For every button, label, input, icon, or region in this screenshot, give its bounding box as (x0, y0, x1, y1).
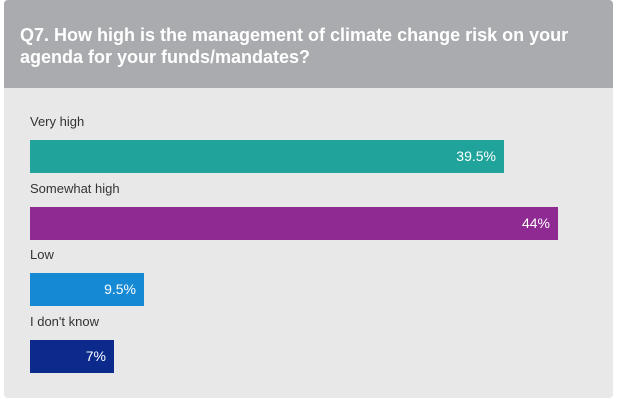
header: Q7. How high is the management of climat… (4, 0, 613, 88)
bar (30, 273, 144, 306)
value-label: 7% (85, 347, 106, 364)
chart: Q7. How high is the management of climat… (4, 0, 613, 398)
category-label: Very high (30, 114, 85, 129)
category-label: Low (30, 247, 54, 262)
value-label: 9.5% (104, 281, 136, 297)
value-label: 44% (521, 214, 550, 231)
category-label: Somewhat high (30, 180, 120, 196)
value-label: 39.5% (456, 148, 496, 164)
bar (30, 339, 114, 373)
bar (30, 140, 504, 173)
bar (30, 206, 558, 240)
category-label: I don't know (30, 313, 99, 329)
chart-title: Q7. How high is the management of climat… (20, 25, 569, 67)
